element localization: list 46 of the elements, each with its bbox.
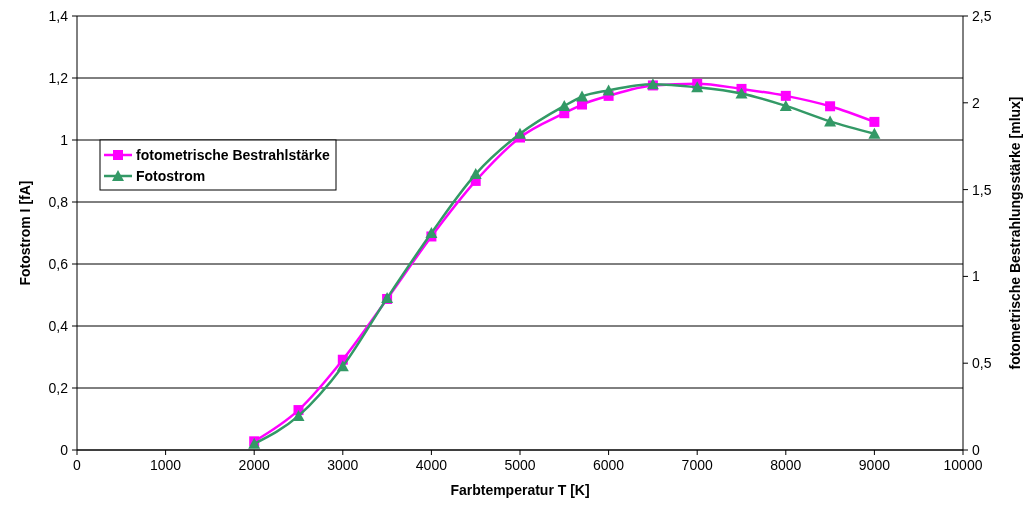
y-axis-title: Fotostrom I [fA] [17, 180, 33, 286]
y2-tick-label: 1,5 [972, 181, 992, 198]
x-tick-label: 5000 [504, 457, 536, 473]
legend-label: fotometrische Bestrahlstärke [136, 147, 330, 163]
y-tick-label: 0,2 [48, 380, 69, 396]
point [691, 81, 704, 93]
x-tick-label: 10000 [943, 457, 983, 473]
point [735, 87, 748, 99]
x-tick-label: 4000 [415, 457, 448, 473]
y2-tick-label: 1 [972, 268, 980, 285]
y-tick-label: 0,4 [48, 318, 69, 334]
point [514, 127, 526, 139]
y-tick-label: 1 [60, 132, 69, 148]
x-tick-label: 8000 [770, 457, 802, 473]
x-tick-label: 0 [73, 457, 82, 473]
x-axis-title: Farbtemperatur T [K] [450, 482, 590, 498]
x-tick-label: 1000 [150, 457, 182, 473]
y2-tick-label: 2 [972, 94, 980, 111]
y2-tick-label: 0 [972, 442, 980, 458]
x-tick-label: 9000 [858, 457, 891, 473]
legend-label: Fotostrom [136, 168, 206, 184]
point [336, 360, 349, 372]
point [869, 116, 880, 127]
point [558, 99, 571, 111]
y-tick-label: 0,6 [48, 256, 69, 272]
point [576, 90, 589, 102]
y2-axis-title: fotometrische Bestrahlungsstärke [mlux] [1007, 96, 1023, 370]
y2-tick-label: 0,5 [972, 355, 992, 372]
point [825, 101, 836, 112]
x-tick-label: 2000 [238, 457, 270, 473]
point [779, 99, 792, 111]
point [469, 168, 482, 180]
y-tick-label: 1,2 [48, 70, 69, 86]
point [425, 227, 438, 238]
x-tick-label: 6000 [593, 457, 625, 473]
point [602, 84, 615, 96]
y-tick-label: 0,8 [48, 194, 69, 210]
point [824, 115, 837, 127]
point [292, 409, 305, 421]
point [780, 90, 791, 101]
y-tick-label: 1,4 [48, 8, 69, 24]
x-tick-label: 7000 [681, 457, 713, 473]
point [868, 127, 881, 139]
x-tick-label: 3000 [327, 457, 359, 473]
y-tick-label: 0 [60, 442, 69, 458]
y2-tick-label: 2,5 [972, 8, 992, 24]
